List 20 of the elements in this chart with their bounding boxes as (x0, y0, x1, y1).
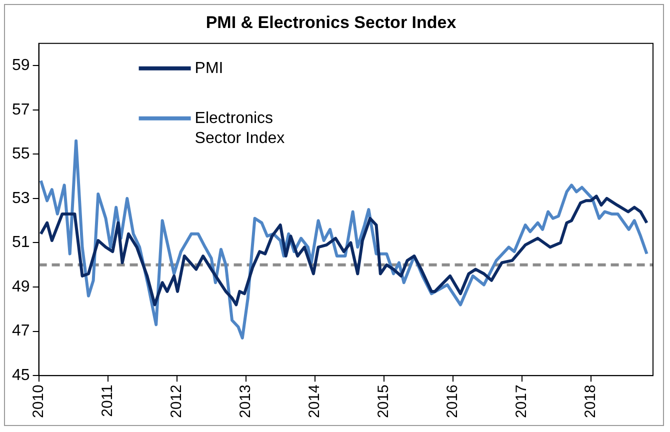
x-tick-label: 2018 (582, 384, 600, 418)
x-tick-label: 2010 (30, 384, 47, 418)
x-tick-label: 2015 (374, 384, 392, 418)
x-tick-label: 2017 (513, 384, 530, 418)
x-tick-label: 2013 (236, 384, 254, 418)
legend-label: PMI (194, 60, 224, 77)
x-tick-label: 2016 (444, 384, 462, 418)
y-tick-label: 59 (12, 56, 30, 74)
y-tick-label: 45 (12, 367, 30, 384)
y-tick-label: 55 (12, 146, 30, 163)
y-tick-label: 51 (12, 234, 30, 252)
y-tick-label: 57 (12, 101, 30, 118)
x-tick-label: 2011 (98, 384, 116, 417)
legend-label: Electronics Sector Index (194, 110, 285, 147)
x-tick-label: 2012 (168, 384, 185, 418)
x-tick-label: 2014 (306, 384, 323, 418)
y-tick-label: 53 (12, 190, 30, 207)
y-tick-label: 47 (12, 322, 30, 340)
chart-title: PMI & Electronics Sector Index (206, 12, 457, 32)
y-tick-label: 49 (12, 278, 30, 296)
